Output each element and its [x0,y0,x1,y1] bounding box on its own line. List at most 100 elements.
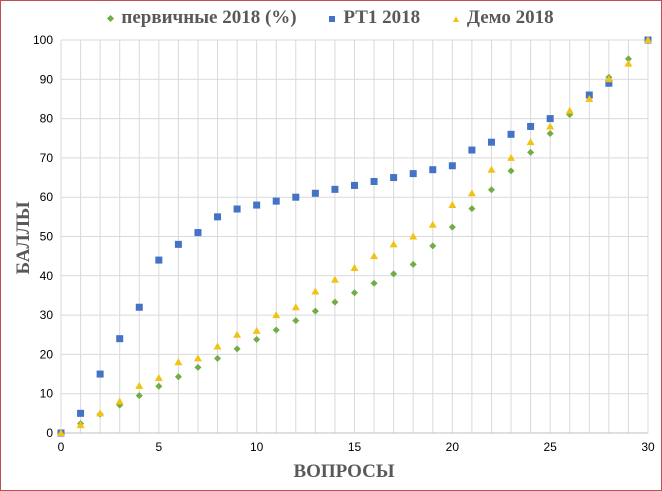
data-point-square [546,115,554,123]
y-tick-label: 0 [46,426,53,440]
data-point-triangle [252,326,261,334]
data-point-square [311,189,319,197]
data-point-diamond [546,130,554,138]
legend: первичные 2018 (%) РТ1 2018 Демо 2018 [1,7,661,29]
data-point-square [507,130,515,138]
y-tick-label: 70 [40,151,54,165]
data-point-square [448,162,456,170]
data-point-square [155,256,163,264]
data-point-diamond [351,289,358,297]
data-point-diamond [135,392,143,400]
y-tick-label: 40 [40,269,54,283]
data-point-triangle [507,153,516,161]
data-point-diamond [468,205,476,213]
data-point-diamond [331,298,339,306]
data-point-square [96,370,104,378]
data-point-triangle [389,240,398,248]
y-axis-title: БАЛЛЫ [13,201,34,274]
legend-label: РТ1 2018 [343,7,421,28]
data-point-square [233,205,241,213]
data-point-triangle [96,409,105,417]
y-tick-label: 20 [40,347,54,361]
y-tick-label: 60 [40,190,54,204]
data-point-diamond [429,242,437,250]
y-tick-label: 30 [40,308,54,322]
x-axis-title: ВОПРОСЫ [293,461,394,482]
legend-item-demo: Демо 2018 [452,7,554,29]
data-point-diamond [487,186,495,194]
data-point-triangle [233,330,242,338]
data-point-triangle [644,36,652,43]
x-tick-label: 30 [641,440,655,454]
x-tick-label: 0 [58,440,65,454]
data-point-triangle [409,232,418,240]
data-point-triangle [291,303,300,311]
data-point-triangle [135,381,144,389]
data-point-square [253,201,261,209]
x-tick-label: 15 [348,440,362,454]
data-point-triangle [174,358,183,366]
x-tick-label: 20 [446,440,460,454]
data-point-diamond [214,354,222,362]
square-marker-icon [329,15,336,22]
data-point-diamond [409,260,417,268]
data-point-diamond [155,382,163,390]
data-point-square [135,303,143,311]
y-tick-label: 10 [40,387,54,401]
data-point-triangle [76,421,85,429]
data-point-square [351,181,358,189]
legend-label: первичные 2018 (%) [121,7,297,28]
data-point-diamond [311,307,319,315]
data-point-triangle [272,311,281,319]
data-point-square [174,240,182,248]
triangle-marker-icon [452,15,459,22]
data-point-triangle [448,201,457,209]
data-point-square [272,197,280,205]
data-point-triangle [57,429,65,436]
data-point-square [116,335,124,343]
y-tick-label: 90 [40,72,54,86]
data-point-triangle [546,122,555,130]
data-point-square [77,409,85,417]
data-point-square [605,79,613,87]
data-point-triangle [585,94,594,102]
legend-item-rt1: РТ1 2018 [329,7,420,29]
data-point-diamond [527,148,535,156]
data-point-triangle [154,373,163,381]
data-point-square [468,146,476,154]
x-tick-label: 25 [543,440,557,454]
data-point-triangle [467,189,476,197]
data-point-diamond [253,335,261,343]
data-point-diamond [272,326,280,334]
data-point-diamond [194,363,202,371]
data-point-triangle [311,287,320,295]
data-point-square [390,174,398,182]
data-point-triangle [604,75,613,83]
data-point-diamond [370,279,378,287]
x-tick-label: 5 [155,440,162,454]
x-tick-label: 10 [250,440,264,454]
data-point-triangle [487,165,496,173]
data-point-triangle [115,397,124,405]
legend-label: Демо 2018 [466,7,554,28]
data-point-triangle [565,106,574,114]
y-tick-label: 100 [33,33,53,47]
data-point-diamond [624,55,632,63]
data-point-square [429,166,437,174]
legend-item-primary: первичные 2018 (%) [107,7,297,29]
data-point-square [527,122,535,130]
data-point-triangle [428,220,437,228]
data-point-triangle [370,252,379,260]
data-point-square [409,170,417,178]
data-point-triangle [193,354,202,362]
data-point-square [214,213,222,221]
data-point-triangle [624,59,633,67]
data-point-diamond [174,373,182,381]
data-point-triangle [350,263,359,271]
y-tick-label: 80 [40,112,54,126]
data-point-diamond [390,270,398,278]
data-point-diamond [292,317,300,325]
data-point-square [194,229,202,237]
